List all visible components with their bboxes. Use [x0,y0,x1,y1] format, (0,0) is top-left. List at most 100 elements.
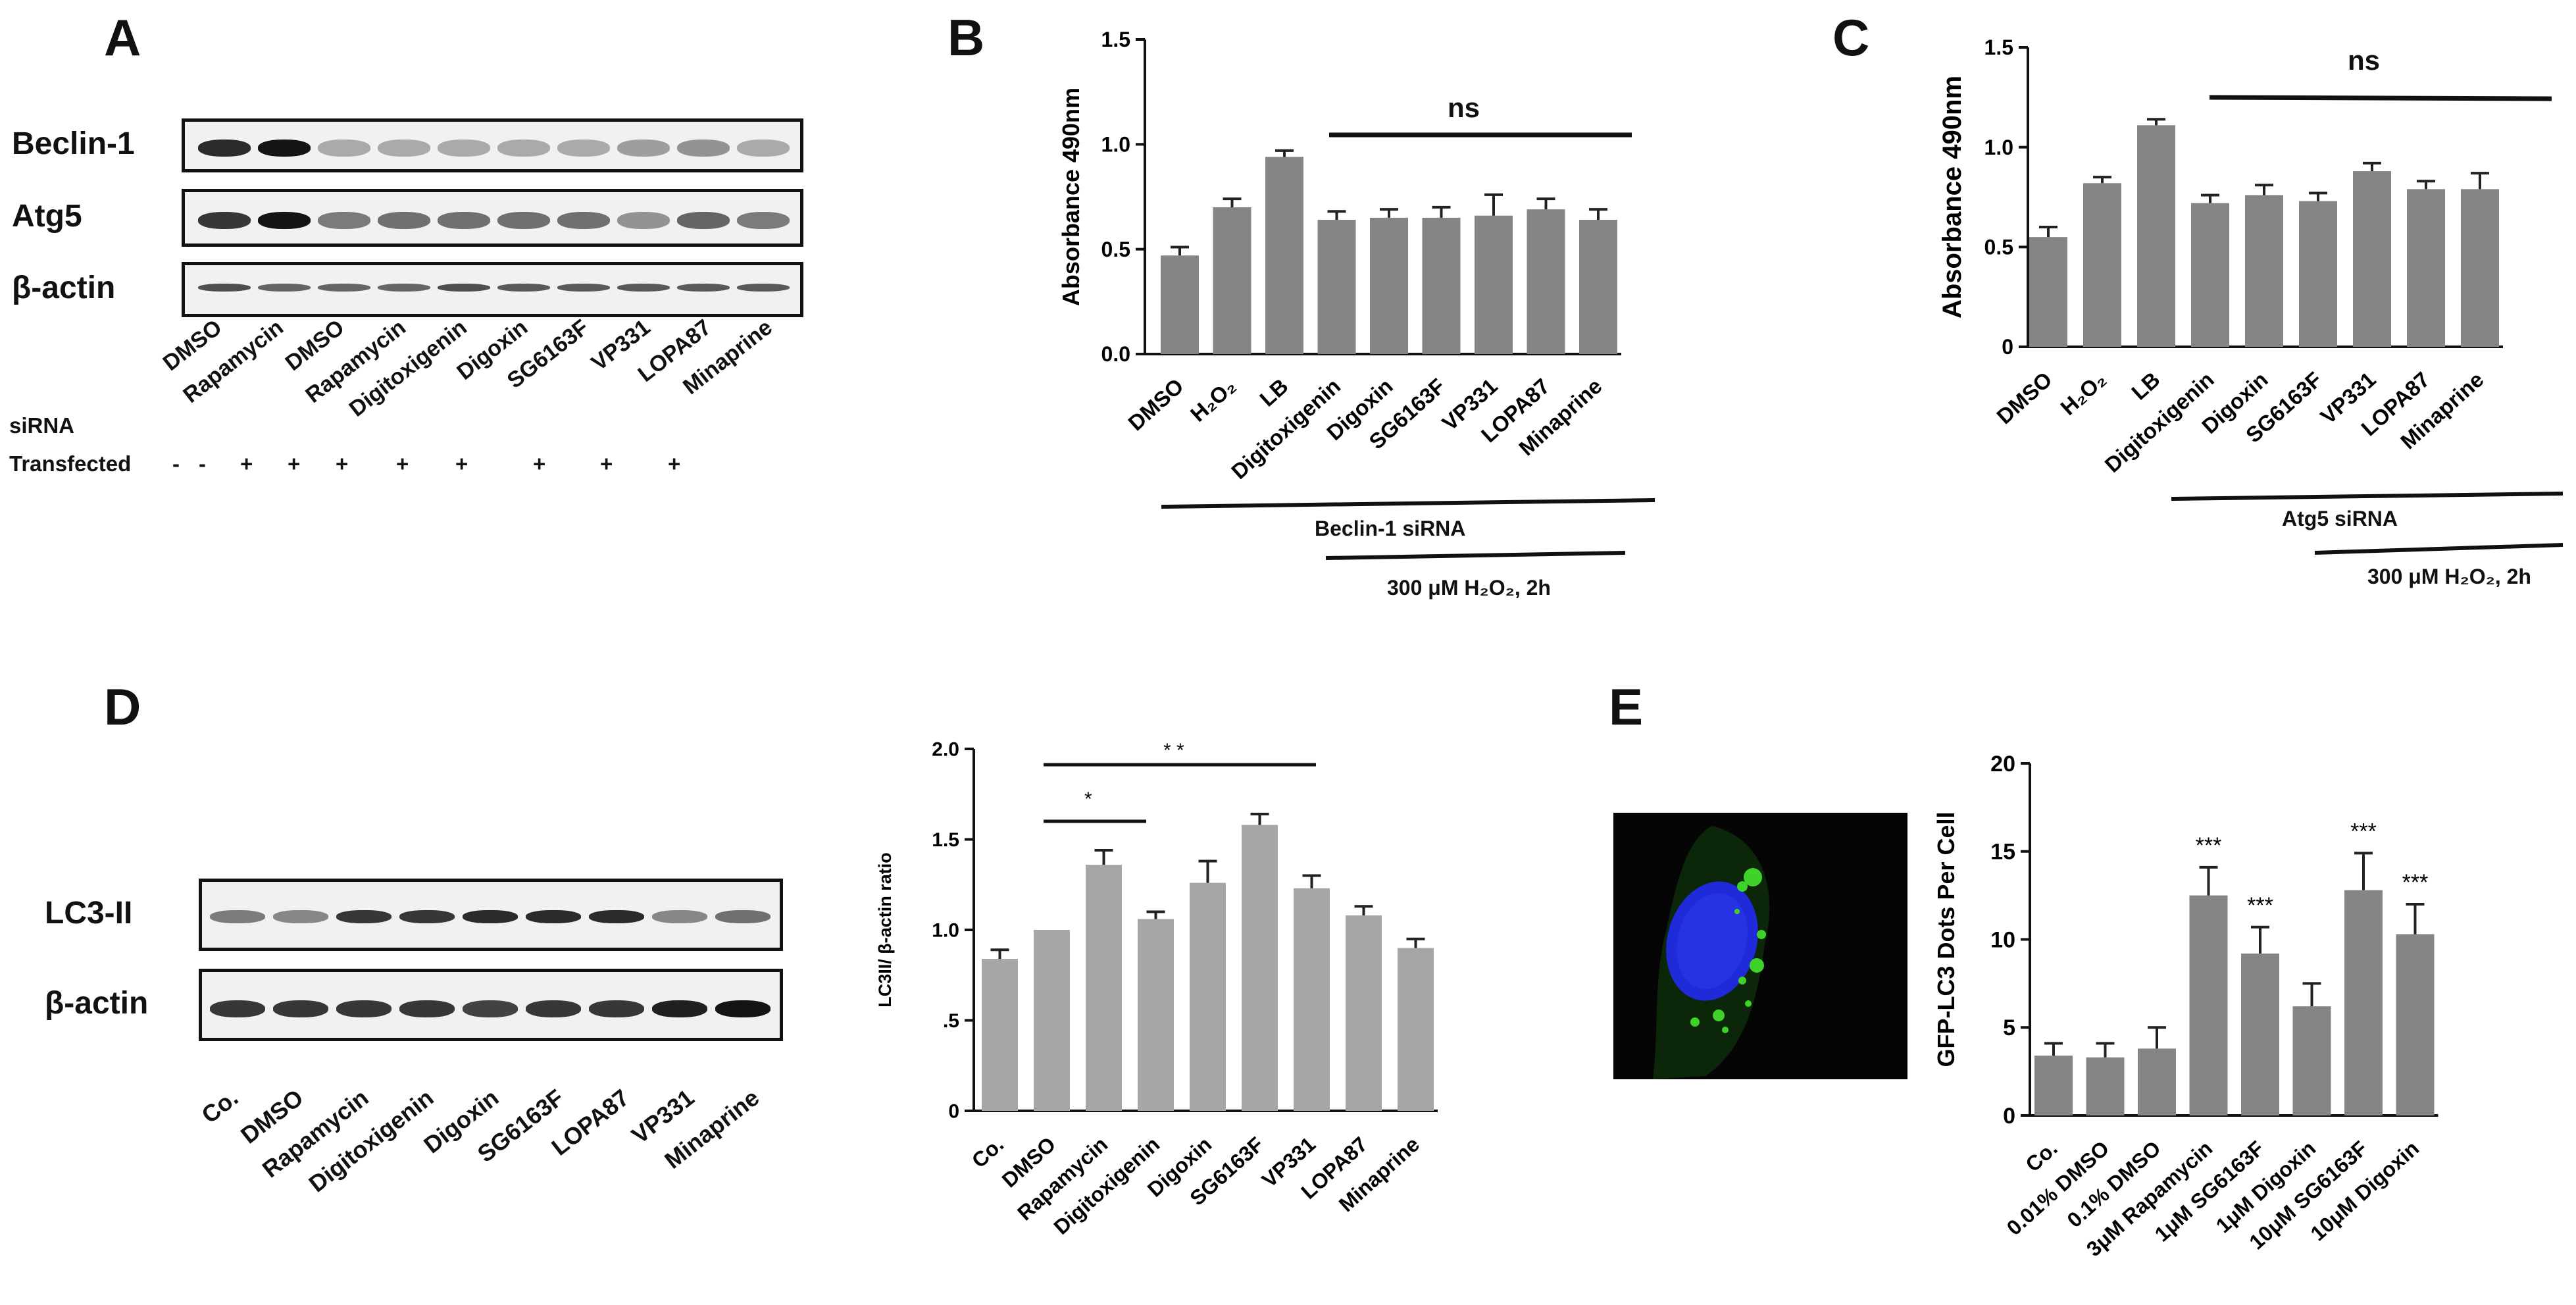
blot-a-row [182,189,803,247]
y-tick-label: 0 [2003,1104,2015,1129]
transfected-mark: + [533,451,546,476]
y-tick-label: 0.5 [1101,238,1130,261]
bar [2086,1057,2125,1115]
y-tick-label: 1.5 [932,829,959,851]
y-tick-label: 1.0 [1101,133,1130,157]
blot-band [378,284,430,292]
bar [1294,888,1330,1111]
x-category-label: H₂O₂ [1186,374,1240,426]
blot-band [497,212,550,229]
b-h2o2-line [1325,551,1626,560]
transfected-mark: - [172,451,180,476]
x-category-label: LB [1255,374,1292,411]
blot-band [463,910,518,923]
bar [2292,1006,2331,1115]
blot-a-row-label: Atg5 [12,199,82,234]
bar [2396,934,2435,1115]
blot-band [198,212,251,229]
blot-band [463,1000,518,1017]
bar [1422,217,1461,354]
blot-band [318,284,370,292]
blot-band [652,910,707,923]
e-significance-stars: *** [2350,819,2377,844]
transfected-mark: + [455,451,468,476]
blot-band [318,212,370,229]
c-h2o2-line [2314,543,2563,555]
blot-band [198,284,251,292]
transfected-mark: - [199,451,206,476]
blot-band [677,284,730,292]
bar [2299,201,2337,347]
b-group1-label: Beclin-1 siRNA [1315,517,1466,540]
blot-band [399,1000,455,1017]
bar [2029,237,2067,347]
y-axis-label: GFP-LC3 Dots Per Cell [1932,811,1959,1067]
blot-band [737,212,790,229]
blot-band [715,1000,770,1017]
y-tick-label: 20 [1990,752,2015,777]
blot-band [258,212,311,229]
panel-letter-b: B [947,9,985,66]
blot-band [557,212,610,229]
y-axis-label: Absorbance 490nm [1938,76,1967,319]
blot-band [526,1000,581,1017]
bar [1034,930,1070,1111]
bar [1265,157,1303,354]
c-ns-label: ns [2348,45,2381,76]
blot-band [336,1000,391,1017]
blot-band [438,284,490,292]
c-ns-line [2209,95,2552,101]
y-tick-label: 0.0 [1101,342,1130,366]
y-tick-label: 1.0 [1984,136,2013,159]
y-axis-label: Absorbance 490nm [1057,88,1084,306]
blot-band [336,910,391,923]
blot-band [589,1000,644,1017]
blot-d-row [199,969,783,1041]
panel-letter-c: C [1832,9,1870,66]
transfected-mark: + [336,451,349,476]
y-tick-label: 0 [2002,335,2013,359]
transfected-mark: + [240,451,253,476]
blot-band [557,284,610,292]
bar [1138,919,1174,1111]
blot-band [737,284,790,292]
blot-band [677,140,730,157]
blot-band [378,140,430,157]
b-sirna-line [1161,498,1655,509]
x-category-label: DMSO [1123,374,1188,436]
blot-band [318,140,370,157]
blot-band [715,910,770,923]
blot-band [258,140,311,157]
blot-band [210,1000,265,1017]
bar [1190,883,1226,1111]
bar [1317,220,1356,354]
blot-band [737,140,790,157]
blot-band [497,284,550,292]
bar [2241,953,2279,1115]
blot-band [378,212,430,229]
blot-band [273,910,328,923]
bar [1161,255,1199,354]
bar [1346,915,1382,1111]
y-tick-label: .5 [943,1010,959,1032]
transfected-label: Transfected [9,451,132,476]
blot-a-row-label: Beclin-1 [12,126,135,161]
b-ns-label: ns [1448,92,1480,123]
transfected-mark: + [668,451,681,476]
transfected-mark: + [396,451,409,476]
blot-band [557,140,610,157]
y-tick-label: 2.0 [932,739,959,761]
blot-band [438,212,490,229]
blot-a-row-label: β-actin [12,270,116,305]
c-sirna-line [2171,492,2563,501]
y-tick-label: 0 [948,1101,959,1123]
bar [2034,1056,2073,1115]
blot-band [526,910,581,923]
bar [2461,189,2499,347]
y-tick-label: 5 [2003,1015,2015,1040]
blot-band [258,284,311,292]
blot-band [589,910,644,923]
